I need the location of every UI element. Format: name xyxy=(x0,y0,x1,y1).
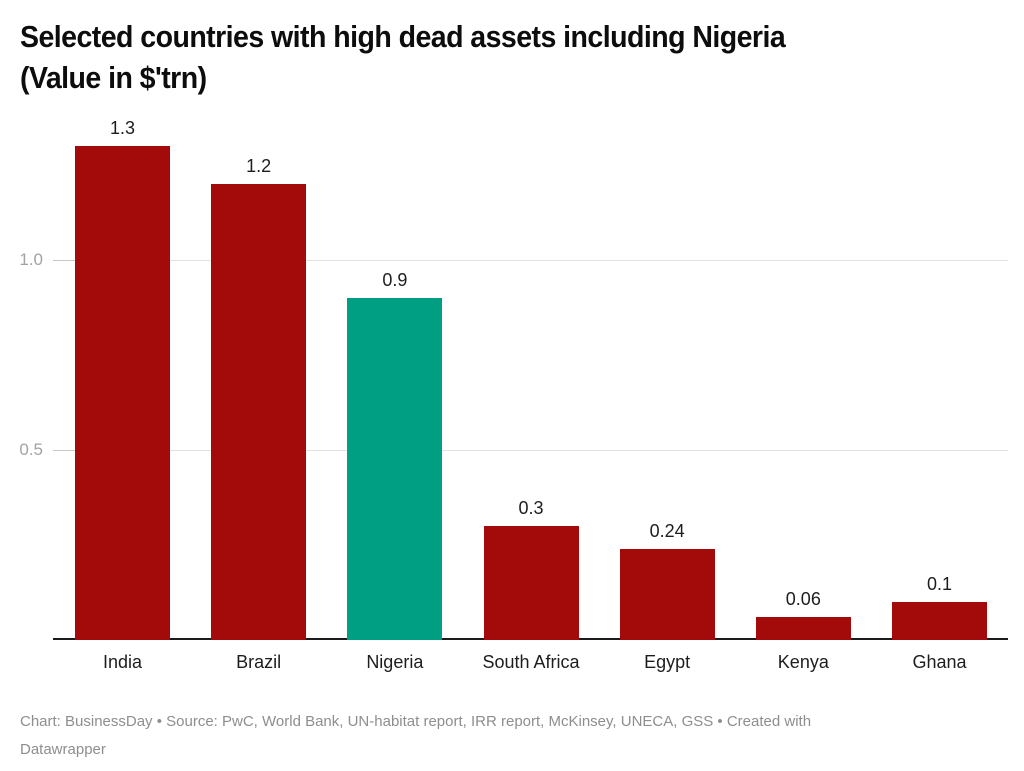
chart-title: Selected countries with high dead assets… xyxy=(20,16,1024,98)
x-category-label: Nigeria xyxy=(366,652,424,672)
bar-value-label: 1.2 xyxy=(246,156,272,176)
x-category-label: India xyxy=(102,652,143,672)
x-category-label: Kenya xyxy=(777,652,829,672)
y-tick-label: 0.5 xyxy=(19,440,43,459)
footer-line-2: Datawrapper xyxy=(20,741,106,758)
bar-value-label: 0.24 xyxy=(649,520,685,541)
bar-kenya xyxy=(755,617,851,640)
bar-india xyxy=(75,146,170,640)
y-axis-tick xyxy=(53,260,75,261)
bar-value-label: 1.3 xyxy=(109,118,136,138)
bar-value-label: 0.1 xyxy=(926,574,953,594)
x-category-label: South Africa xyxy=(482,652,580,672)
chart-title-line-2: (Value in $'trn) xyxy=(20,60,207,95)
gridline xyxy=(75,450,1008,451)
gridline xyxy=(75,260,1008,261)
bar-egypt xyxy=(619,548,715,640)
bar-value-label: 0.3 xyxy=(518,498,544,518)
y-axis-tick xyxy=(53,450,75,451)
y-tick-label: 1.0 xyxy=(19,250,43,269)
footer-line-1: Chart: BusinessDay • Source: PwC, World … xyxy=(20,713,812,730)
bar-ghana xyxy=(892,602,987,640)
bar-brazil xyxy=(211,184,307,640)
chart-footer: Chart: BusinessDay • Source: PwC, World … xyxy=(20,708,990,764)
x-category-label: Egypt xyxy=(644,652,691,672)
chart-title-line-1: Selected countries with high dead assets… xyxy=(20,19,786,54)
x-category-label: Ghana xyxy=(912,652,967,672)
bar-value-label: 0.9 xyxy=(382,270,408,290)
bar-nigeria xyxy=(347,298,443,640)
bar-south-africa xyxy=(483,526,579,640)
x-category-label: Brazil xyxy=(236,652,282,672)
bar-value-label: 0.06 xyxy=(785,589,821,610)
